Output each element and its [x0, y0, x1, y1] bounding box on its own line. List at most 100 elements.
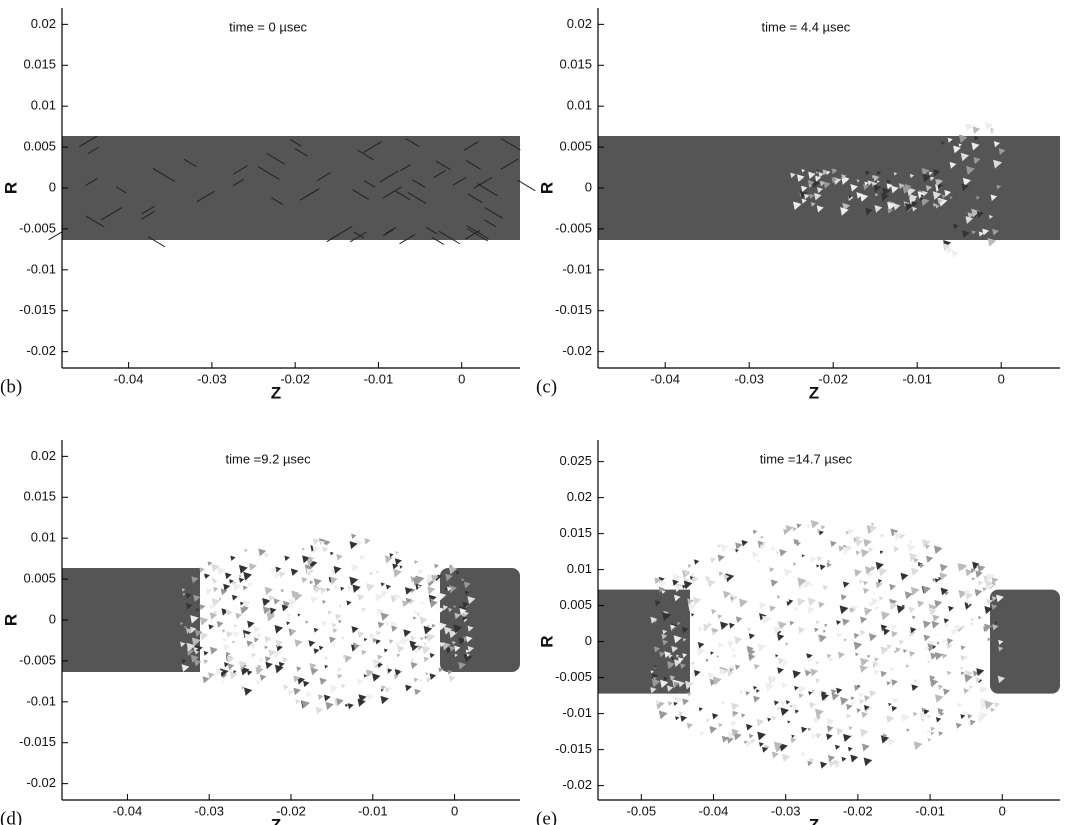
fragment: [865, 665, 871, 670]
fragment: [416, 612, 421, 617]
fragment: [927, 714, 931, 719]
fragment: [864, 566, 874, 575]
fragment: [333, 566, 342, 574]
fragment: [881, 611, 891, 621]
fragment: [429, 599, 438, 608]
fragment: [327, 610, 333, 616]
x-tick-label: -0.04: [114, 371, 144, 386]
fragment: [240, 666, 250, 676]
y-tick-label: 0.02: [31, 448, 56, 463]
fragment: [395, 641, 401, 648]
fragment: [666, 685, 674, 692]
fragment: [815, 678, 821, 684]
fragment: [877, 579, 883, 584]
fragment: [858, 692, 864, 698]
fragment: [969, 719, 976, 726]
fragment: [301, 547, 306, 551]
fragment: [454, 653, 458, 658]
time-annotation: time = 0 µsec: [229, 19, 307, 34]
fragment: [391, 625, 398, 632]
fragment: [718, 571, 724, 577]
fragment: [880, 735, 890, 744]
y-tick-label: 0: [585, 633, 592, 648]
fragment: [242, 599, 252, 609]
fragment: [375, 639, 381, 645]
fragment: [809, 701, 816, 709]
fragment: [792, 526, 797, 532]
fragment: [856, 708, 862, 714]
fragment: [883, 628, 891, 636]
x-tick-label: -0.04: [650, 371, 680, 386]
fragment: [323, 541, 327, 545]
fragment: [933, 169, 941, 177]
fragment: [422, 646, 431, 655]
fragment: [911, 684, 919, 692]
fragment: [754, 663, 760, 670]
fragment: [957, 563, 967, 572]
fragment: [922, 585, 931, 595]
fragment: [932, 645, 937, 649]
fragment: [357, 594, 365, 602]
fragment: [861, 743, 870, 752]
fragment: [369, 571, 374, 576]
fragment: [987, 637, 991, 642]
fragment: [949, 161, 957, 169]
fragment: [353, 643, 360, 650]
fragment: [229, 579, 234, 584]
y-tick-label: -0.01: [26, 261, 56, 276]
fragment: [933, 545, 943, 555]
fragment: [860, 657, 869, 667]
fragment: [727, 640, 735, 648]
fragment: [909, 173, 915, 179]
fragment: [769, 567, 775, 573]
fragment: [744, 740, 748, 744]
mesh-line: [85, 177, 98, 186]
fragment: [864, 181, 869, 186]
fragment: [790, 737, 797, 744]
fragment: [932, 614, 940, 622]
fragment: [934, 599, 943, 608]
fragment: [235, 612, 242, 620]
fragment: [691, 613, 695, 617]
fragment: [972, 577, 976, 581]
fragment: [308, 640, 316, 648]
rod: [990, 589, 1060, 694]
fragment: [199, 604, 206, 611]
fragment: [991, 604, 998, 611]
fragment: [212, 598, 221, 607]
fragment: [244, 548, 248, 553]
fragment: [274, 625, 284, 634]
fragment: [909, 650, 916, 658]
y-tick-label: 0.005: [559, 597, 592, 612]
fragment: [194, 659, 202, 667]
fragment: [384, 648, 389, 653]
fragment: [718, 642, 724, 648]
fragment: [946, 643, 953, 650]
fragment: [963, 688, 970, 695]
fragment: [268, 649, 276, 658]
fragment: [856, 192, 863, 199]
fragment: [247, 620, 255, 629]
fragment: [886, 681, 892, 686]
fragment: [908, 552, 918, 562]
fragment: [934, 651, 944, 661]
fragment: [211, 563, 220, 572]
fragment: [913, 679, 918, 683]
fragment: [781, 682, 788, 689]
fragment: [312, 545, 321, 554]
fragment: [215, 668, 224, 677]
fragment: [340, 586, 345, 591]
fragment: [352, 584, 361, 593]
fragment: [889, 602, 898, 611]
fragment: [919, 563, 925, 569]
fragment: [746, 645, 754, 654]
fragment: [356, 678, 364, 686]
fragment: [868, 633, 878, 642]
fragment: [768, 675, 777, 684]
fragment: [820, 761, 828, 769]
fragment: [711, 631, 717, 636]
fragment: [909, 539, 914, 544]
fragment: [910, 567, 920, 576]
fragment: [848, 194, 853, 199]
